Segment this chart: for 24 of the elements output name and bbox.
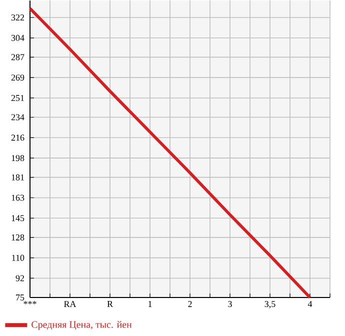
y-tick-label: 128 — [12, 234, 24, 241]
y-tick-label: 145 — [12, 215, 24, 222]
y-tick-label: 75 — [16, 294, 24, 301]
y-tick-label: 304 — [11, 35, 24, 42]
y-tick-label: 216 — [11, 134, 24, 141]
y-tick-label: 181 — [12, 174, 24, 181]
x-tick-label: R — [107, 301, 113, 308]
y-tick-label: 198 — [12, 155, 24, 162]
x-tick-label: 1 — [148, 301, 152, 308]
y-tick-label: 251 — [11, 95, 24, 102]
x-tick-label: 3 — [228, 301, 232, 308]
y-tick-label: 287 — [11, 54, 24, 60]
y-tick-label: 234 — [11, 114, 24, 121]
y-tick-label: 269 — [11, 74, 24, 81]
x-tick-label: *** — [24, 301, 36, 305]
y-tick-label: 110 — [12, 255, 24, 262]
y-tick-label: 92 — [16, 275, 24, 282]
y-tick-label: 322 — [11, 14, 24, 21]
x-tick-label: RA — [64, 301, 76, 308]
x-tick-label: 4 — [308, 301, 312, 308]
y-tick-label: 163 — [12, 194, 24, 202]
x-tick-label: 3,5 — [264, 301, 276, 309]
x-tick-label: 2 — [188, 301, 192, 308]
legend-label: Средняя Цена, тыс. йен — [32, 321, 132, 330]
